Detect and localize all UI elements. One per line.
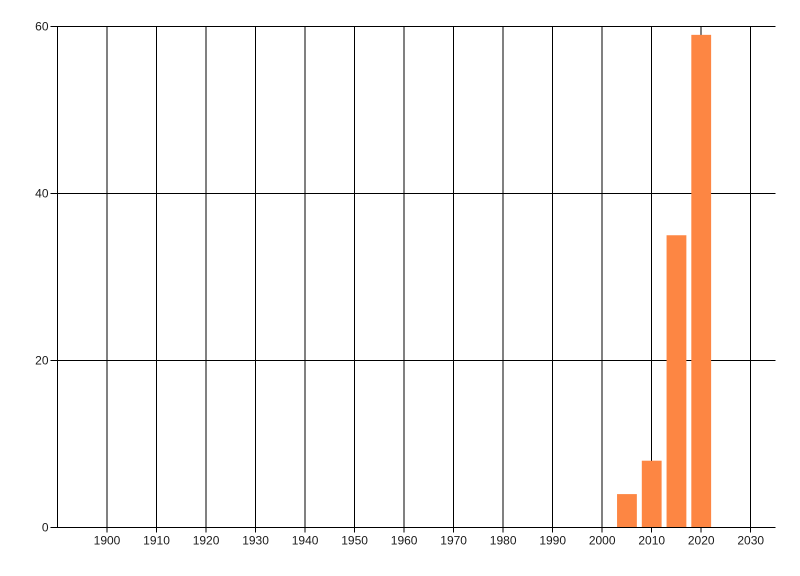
x-tick-label: 2020 — [688, 534, 715, 548]
x-tick-label: 1930 — [242, 534, 269, 548]
x-tick-label: 1960 — [391, 534, 418, 548]
bar — [641, 460, 662, 528]
x-tick-label: 1900 — [94, 534, 121, 548]
x-tick-label: 1910 — [143, 534, 170, 548]
x-tick-label: 1920 — [193, 534, 220, 548]
y-tick-label: 40 — [35, 187, 49, 201]
x-tick-label: 1980 — [490, 534, 517, 548]
bar — [617, 494, 637, 528]
x-tick-label: 1970 — [440, 534, 467, 548]
x-tick-label: 1950 — [341, 534, 368, 548]
x-tick-label: 1990 — [539, 534, 566, 548]
bar — [691, 34, 712, 528]
x-tick-label: 2030 — [737, 534, 764, 548]
bar — [666, 235, 687, 528]
x-tick-label: 2000 — [589, 534, 616, 548]
y-tick-label: 20 — [35, 354, 49, 368]
y-tick-label: 0 — [42, 521, 49, 535]
x-tick-label: 2010 — [638, 534, 665, 548]
y-tick-label: 60 — [35, 20, 49, 34]
x-tick-label: 1940 — [292, 534, 319, 548]
